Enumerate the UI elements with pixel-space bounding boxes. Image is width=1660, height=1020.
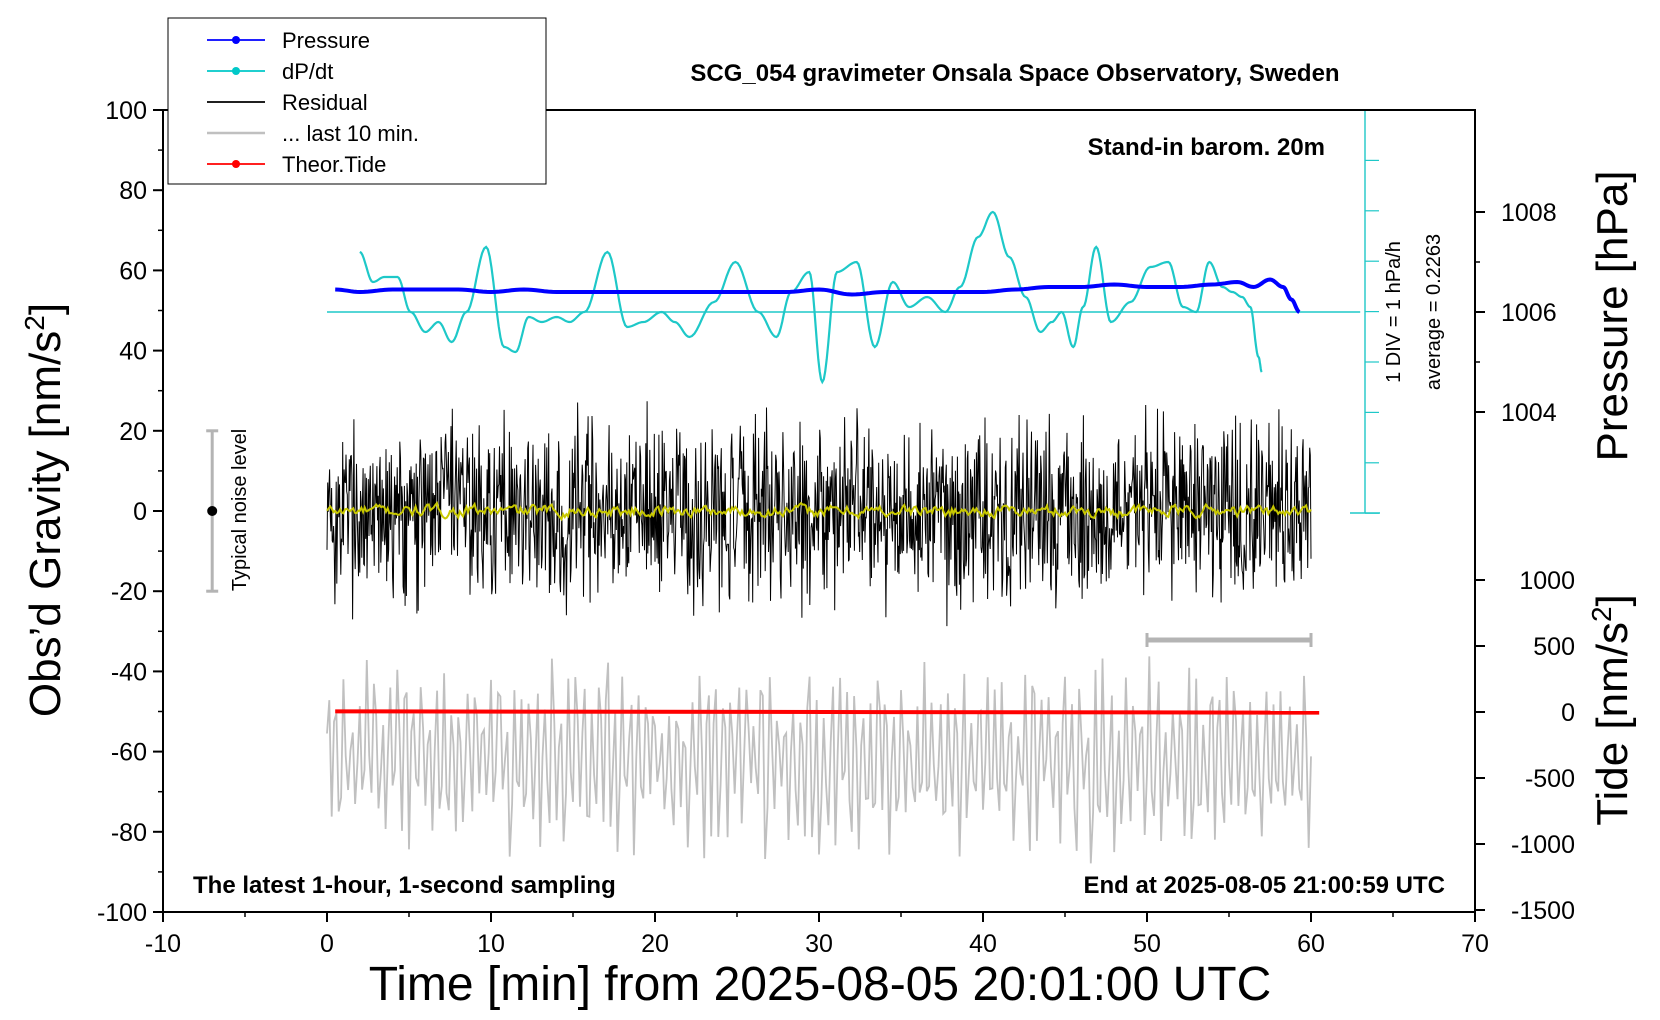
theor-tide-series — [335, 709, 1320, 715]
chart-title: SCG_054 gravimeter Onsala Space Observat… — [690, 60, 1339, 87]
tide-tick-label: -1000 — [1511, 831, 1575, 859]
legend-label: dP/dt — [282, 59, 333, 84]
dpdt-average-note: average = 0.2263 — [1423, 234, 1445, 390]
y-axis-title-tide-sup: 2 — [1586, 606, 1617, 622]
legend-label: Pressure — [282, 28, 370, 53]
pressure-tick-label: 1008 — [1501, 199, 1557, 227]
y-tick-label: -60 — [111, 739, 147, 767]
sampling-note: The latest 1-hour, 1-second sampling — [193, 872, 616, 899]
legend-label: ... last 10 min. — [282, 121, 419, 146]
y-tick-label: -40 — [111, 658, 147, 686]
end-time-note: End at 2025-08-05 21:00:59 UTC — [1084, 872, 1446, 899]
tide-tick-label: 500 — [1533, 633, 1575, 661]
x-tick-label: 50 — [1133, 930, 1161, 958]
pressure-series — [335, 277, 1301, 314]
x-tick-label: 10 — [477, 930, 505, 958]
tide-tick-label: 0 — [1561, 699, 1575, 727]
y-tick-label: -100 — [97, 899, 147, 927]
legend-label: Theor.Tide — [282, 152, 386, 177]
tide-tick-label: 1000 — [1519, 567, 1575, 595]
legend-marker — [232, 160, 240, 168]
y-tick-label: 0 — [133, 498, 147, 526]
x-tick-label: 70 — [1461, 930, 1489, 958]
y-axis-title-tide: Tide [nm/s2] — [1586, 594, 1637, 826]
y-axis-title-pressure: Pressure [hPa] — [1588, 170, 1637, 461]
x-tick-label: 60 — [1297, 930, 1325, 958]
x-tick-label: 40 — [969, 930, 997, 958]
legend-marker — [232, 67, 240, 75]
legend-marker — [232, 36, 240, 44]
pressure-tick-label: 1004 — [1501, 399, 1557, 427]
y-tick-label: 100 — [105, 97, 147, 125]
legend-label: Residual — [282, 90, 368, 115]
last-10min-series — [326, 656, 1312, 864]
y-axis-title-tide-close: ] — [1588, 594, 1637, 606]
legend-box — [167, 17, 547, 185]
y-axis-title-left-text: Obs’d Gravity [nm/s — [21, 331, 70, 717]
noise-level-label: Typical noise level — [229, 429, 251, 591]
y-axis-title-left: Obs’d Gravity [nm/s2] — [19, 303, 70, 717]
y-tick-label: 80 — [119, 177, 147, 205]
residual-series — [326, 401, 1312, 627]
y-axis-title-tide-text: Tide [nm/s — [1588, 622, 1637, 826]
pressure-tick-label: 1006 — [1501, 299, 1557, 327]
dpdt-series — [359, 210, 1263, 385]
tide-tick-label: -1500 — [1511, 897, 1575, 925]
x-tick-label: -10 — [145, 930, 181, 958]
y-axis-title-left-sup: 2 — [19, 315, 50, 331]
x-tick-label: 0 — [320, 930, 334, 958]
tide-tick-label: -500 — [1525, 765, 1575, 793]
stand-in-barometer-note: Stand-in barom. 20m — [1088, 134, 1325, 161]
x-axis-title: Time [min] from 2025-08-05 20:01:00 UTC — [369, 958, 1272, 1011]
y-tick-label: 20 — [119, 418, 147, 446]
dpdt-div-note: 1 DIV = 1 hPa/h — [1383, 241, 1405, 383]
x-tick-label: 20 — [641, 930, 669, 958]
y-tick-label: 60 — [119, 257, 147, 285]
y-tick-label: -80 — [111, 819, 147, 847]
y-axis-title-left-close: ] — [21, 303, 70, 315]
x-tick-label: 30 — [805, 930, 833, 958]
y-tick-label: -20 — [111, 578, 147, 606]
noise-level-dot — [207, 506, 218, 516]
smoothed-residual-series — [326, 501, 1312, 522]
y-tick-label: 40 — [119, 338, 147, 366]
